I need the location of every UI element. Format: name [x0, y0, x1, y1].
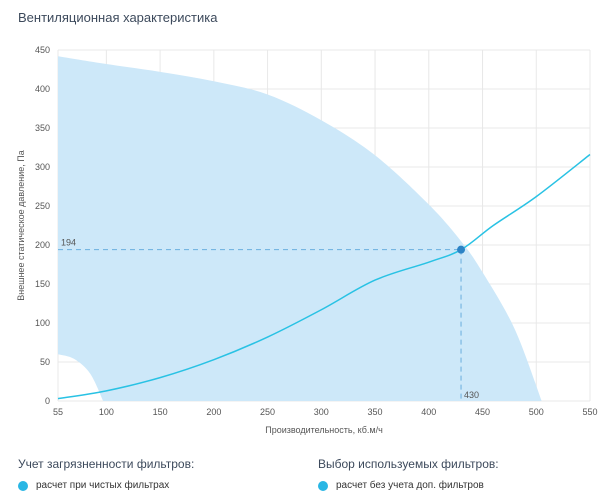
radio-clean-filters-label: расчет при чистых фильтрах [36, 480, 170, 491]
radio-no-extra-filters-label: расчет без учета доп. фильтров [336, 480, 484, 491]
operating-point-x-label: 430 [464, 390, 479, 400]
x-tick-label: 100 [99, 407, 114, 417]
y-tick-label: 450 [35, 45, 50, 55]
y-tick-label: 300 [35, 162, 50, 172]
x-tick-label: 300 [314, 407, 329, 417]
chart-title: Вентиляционная характеристика [18, 10, 218, 25]
filters-contamination-label: Учет загрязненности фильтров: [18, 457, 195, 471]
x-tick-label: 55 [53, 407, 63, 417]
y-axis-title: Внешнее статическое давление, Па [16, 150, 26, 300]
radio-clean-filters[interactable]: расчет при чистых фильтрах [18, 480, 169, 491]
radio-no-extra-filters[interactable]: расчет без учета доп. фильтров [318, 480, 484, 491]
y-tick-label: 200 [35, 240, 50, 250]
y-tick-label: 150 [35, 279, 50, 289]
radio-selected-icon[interactable] [318, 480, 328, 491]
x-tick-label: 150 [153, 407, 168, 417]
x-tick-label: 450 [475, 407, 490, 417]
operating-point-marker [457, 245, 466, 254]
operating-point-y-label: 194 [61, 238, 76, 248]
y-tick-label: 50 [40, 357, 50, 367]
y-tick-label: 400 [35, 84, 50, 94]
system-curve-line [57, 153, 591, 400]
y-tick-label: 0 [45, 396, 50, 406]
y-tick-label: 350 [35, 123, 50, 133]
working-area-region [58, 56, 542, 402]
ventilation-chart: 55 100 150 200 250 300 350 400 450 500 550 0 50 100 15… [16, 45, 598, 435]
y-tick-label: 250 [35, 201, 50, 211]
filters-selection-label: Выбор используемых фильтров: [318, 457, 499, 471]
x-tick-label: 400 [421, 407, 436, 417]
x-tick-label: 500 [529, 407, 544, 417]
y-tick-label: 100 [35, 318, 50, 328]
x-tick-label: 200 [206, 407, 221, 417]
x-axis-title: Производительность, кб.м/ч [265, 425, 383, 435]
x-tick-label: 550 [582, 407, 597, 417]
x-tick-label: 250 [260, 407, 275, 417]
radio-selected-icon[interactable] [18, 480, 28, 491]
x-tick-label: 350 [368, 407, 383, 417]
